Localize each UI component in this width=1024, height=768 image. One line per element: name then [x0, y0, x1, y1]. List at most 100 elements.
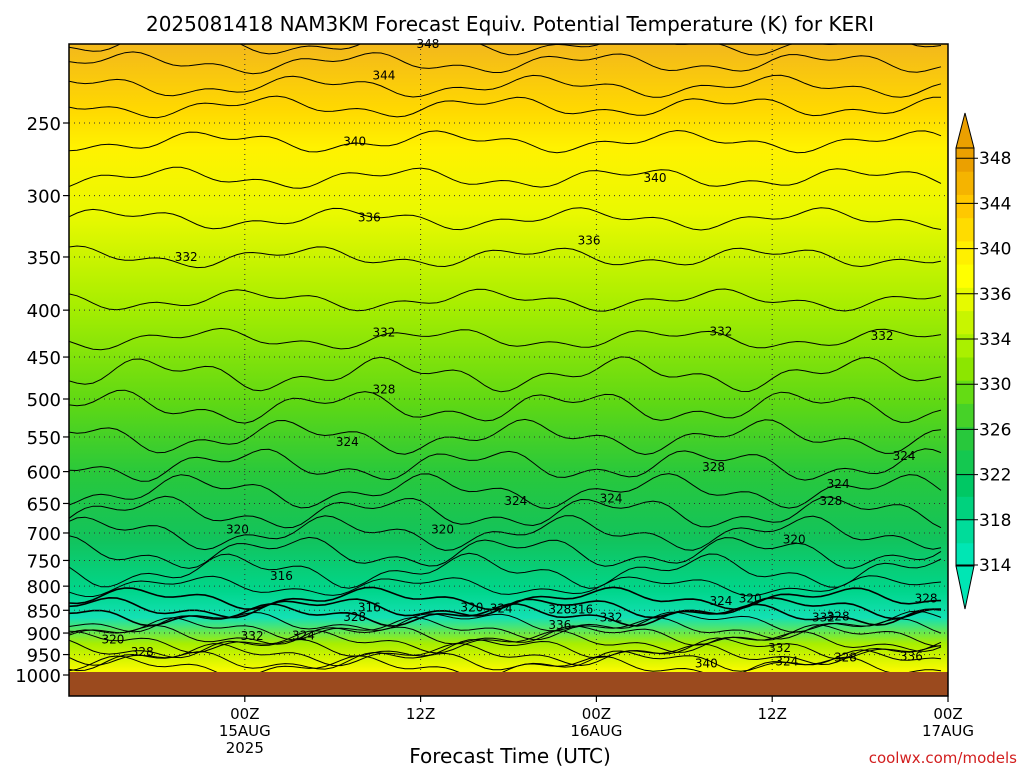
contour-label: 328: [373, 382, 396, 396]
contour-label: 332: [373, 325, 396, 339]
colorbar-tick-label: 348: [979, 149, 1011, 169]
y-tick-label: 600: [27, 463, 61, 484]
colorbar-swatch: [956, 264, 974, 288]
contour-label: 320: [460, 600, 483, 614]
y-tick-label: 900: [27, 624, 61, 645]
colorbar-tick-label: 314: [979, 556, 1011, 576]
contour-label: 324: [336, 435, 359, 449]
contour-label: 336: [548, 618, 571, 632]
contour-line: [69, 535, 942, 569]
x-tick-label: 12Z: [406, 705, 435, 723]
colorbar-swatch: [956, 217, 974, 242]
x-tick-label: 00Z: [582, 705, 611, 723]
contour-label: 316: [270, 569, 293, 583]
colorbar-tick-label: 336: [979, 285, 1011, 305]
contour-label: 320: [739, 591, 762, 605]
contour-label: 324: [490, 601, 513, 615]
colorbar-min-arrow: [955, 565, 975, 610]
contour-line: [69, 51, 942, 75]
y-tick-label: 350: [27, 248, 61, 269]
y-axis: 2503003504004505005506006507007508008509…: [15, 114, 69, 687]
contour-label: 332: [871, 329, 894, 343]
contour-label: 316: [358, 600, 381, 614]
contour-label: 328: [343, 610, 366, 624]
contour-label: 316: [570, 602, 593, 616]
colorbar-swatch: [956, 171, 974, 195]
colorbar-swatch: [956, 287, 974, 312]
colorbar-tick-label: 344: [979, 194, 1011, 214]
colorbar-swatch: [956, 194, 974, 219]
contour-lines: [69, 44, 942, 679]
colorbar-swatch: [956, 310, 974, 335]
contour-label: 328: [819, 494, 842, 508]
colorbar-max-arrow: [955, 112, 975, 149]
y-tick-label: 950: [27, 646, 61, 667]
colorbar-swatch: [956, 380, 974, 404]
colorbar: 314 318 322 326 330 334 336 340 344 348: [955, 112, 1011, 610]
contour-line: [69, 418, 942, 456]
colorbar-tick-label: 322: [979, 466, 1011, 486]
contour-label: 328: [131, 645, 154, 659]
colorbar-tick-label: 340: [979, 240, 1011, 260]
contour-label: 324: [292, 628, 315, 642]
contour-line: [69, 166, 942, 189]
ground-below-surface: [69, 672, 948, 696]
y-tick-label: 450: [27, 348, 61, 369]
plot-frame: [68, 43, 949, 697]
contour-label: 324: [893, 449, 916, 463]
colorbar-swatch: [956, 403, 974, 428]
contour-label: 324: [827, 477, 850, 491]
contour-line: [69, 95, 941, 119]
contour-line: [69, 603, 942, 627]
contour-line: [69, 74, 942, 98]
chart-title: 2025081418 NAM3KM Forecast Equiv. Potent…: [146, 12, 874, 36]
colorbar-tick-label: 318: [979, 511, 1011, 531]
contour-label: 324: [504, 494, 527, 508]
colorbar-swatch: [956, 333, 974, 358]
y-tick-label: 750: [27, 551, 61, 572]
contour-label: 328: [827, 609, 850, 623]
contour-label: 324: [600, 492, 623, 506]
contour-line: [69, 245, 942, 269]
contour-line: [69, 44, 942, 56]
contour-label: 328: [834, 650, 857, 664]
contour-label: 340: [644, 171, 667, 185]
contour-line: [69, 389, 942, 424]
contour-label: 328: [915, 591, 938, 605]
x-tick-label: 12Z: [758, 705, 787, 723]
contour-label: 320: [226, 523, 249, 537]
contour-line: [69, 207, 942, 231]
contour-label: 332: [600, 611, 623, 625]
x-tick-label: 17AUG: [922, 722, 974, 740]
x-tick-label: 16AUG: [570, 722, 622, 740]
contour-label: 336: [900, 650, 923, 664]
y-tick-label: 250: [27, 114, 61, 135]
colorbar-swatch: [956, 357, 974, 381]
x-tick-label: 00Z: [230, 705, 259, 723]
y-tick-label: 850: [27, 601, 61, 622]
x-tick-label: 2025: [226, 739, 264, 757]
contour-line: [69, 327, 942, 351]
y-tick-label: 400: [27, 301, 61, 322]
contour-label: 336: [358, 211, 381, 225]
y-tick-label: 650: [27, 494, 61, 515]
y-tick-label: 300: [27, 187, 61, 208]
x-tick-label: 00Z: [933, 705, 962, 723]
contour-label: 324: [709, 594, 732, 608]
contour-label: 320: [101, 633, 124, 647]
colorbar-frame: [955, 147, 975, 567]
contour-line: [69, 624, 942, 647]
contour-label: 332: [241, 629, 264, 643]
contour-label: 332: [709, 324, 732, 338]
contour-line: [69, 495, 942, 529]
contour-label: 320: [783, 533, 806, 547]
colorbar-swatch: [956, 496, 974, 521]
contour-label: 332: [175, 250, 198, 264]
contour-label: 328: [702, 460, 725, 474]
colorbar-tick-label: 326: [979, 420, 1011, 440]
contour-label: 340: [695, 657, 718, 671]
contour-label: 320: [431, 523, 454, 537]
